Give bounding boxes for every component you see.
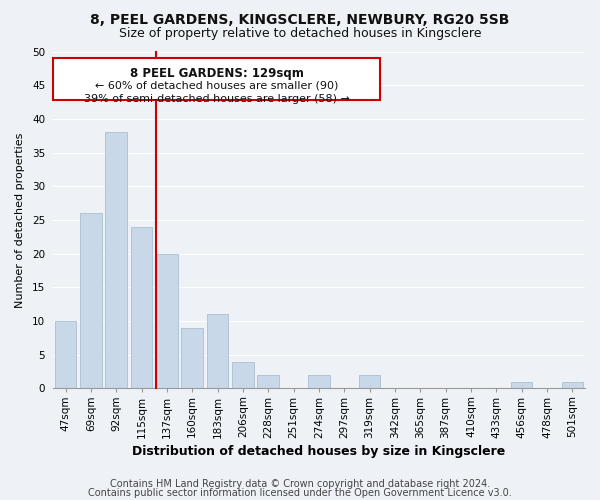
Text: 8 PEEL GARDENS: 129sqm: 8 PEEL GARDENS: 129sqm bbox=[130, 66, 304, 80]
Bar bbox=[156, 254, 178, 388]
Text: 39% of semi-detached houses are larger (58) →: 39% of semi-detached houses are larger (… bbox=[83, 94, 349, 104]
Bar bbox=[207, 314, 229, 388]
Bar bbox=[308, 375, 329, 388]
Bar bbox=[562, 382, 583, 388]
Text: Contains HM Land Registry data © Crown copyright and database right 2024.: Contains HM Land Registry data © Crown c… bbox=[110, 479, 490, 489]
Bar bbox=[131, 226, 152, 388]
Text: Size of property relative to detached houses in Kingsclere: Size of property relative to detached ho… bbox=[119, 28, 481, 40]
Y-axis label: Number of detached properties: Number of detached properties bbox=[15, 132, 25, 308]
Bar bbox=[181, 328, 203, 388]
Bar bbox=[80, 214, 101, 388]
Bar bbox=[511, 382, 532, 388]
Bar bbox=[106, 132, 127, 388]
Bar bbox=[359, 375, 380, 388]
Text: Contains public sector information licensed under the Open Government Licence v3: Contains public sector information licen… bbox=[88, 488, 512, 498]
Bar bbox=[257, 375, 279, 388]
FancyBboxPatch shape bbox=[53, 58, 380, 100]
Bar bbox=[55, 321, 76, 388]
Text: 8, PEEL GARDENS, KINGSCLERE, NEWBURY, RG20 5SB: 8, PEEL GARDENS, KINGSCLERE, NEWBURY, RG… bbox=[91, 12, 509, 26]
X-axis label: Distribution of detached houses by size in Kingsclere: Distribution of detached houses by size … bbox=[132, 444, 506, 458]
Bar bbox=[232, 362, 254, 388]
Text: ← 60% of detached houses are smaller (90): ← 60% of detached houses are smaller (90… bbox=[95, 80, 338, 90]
